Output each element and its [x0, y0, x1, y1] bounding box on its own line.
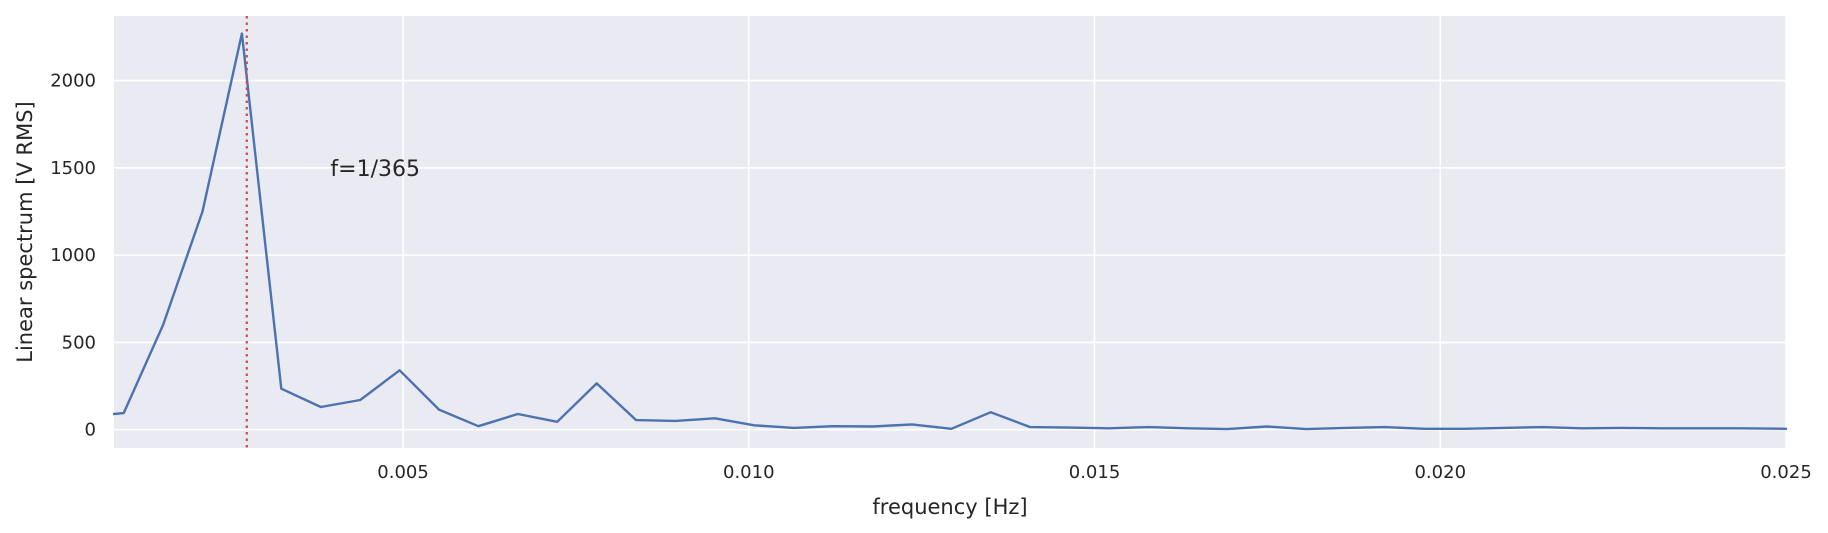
y-tick-labels: 0 500 1000 1500 2000 — [50, 71, 96, 441]
y-axis-label: Linear spectrum [V RMS] — [13, 101, 37, 362]
y-tick-label: 500 — [62, 332, 96, 353]
x-tick-label: 0.005 — [377, 462, 429, 483]
x-tick-label: 0.020 — [1414, 462, 1466, 483]
x-tick-label: 0.010 — [723, 462, 775, 483]
series-layer — [112, 32, 1788, 431]
y-tick-label: 1000 — [50, 245, 96, 266]
y-tick-label: 2000 — [50, 71, 96, 92]
y-tick-label: 1500 — [50, 158, 96, 179]
y-tick-label: 0 — [85, 420, 96, 441]
x-axis-label: frequency [Hz] — [872, 495, 1027, 519]
x-tick-labels: 0.005 0.010 0.015 0.020 0.025 — [377, 462, 1811, 483]
x-tick-label: 0.015 — [1069, 462, 1121, 483]
x-tick-label: 0.025 — [1760, 462, 1812, 483]
series-line — [112, 32, 1788, 431]
annotation-label: f=1/365 — [330, 157, 420, 182]
